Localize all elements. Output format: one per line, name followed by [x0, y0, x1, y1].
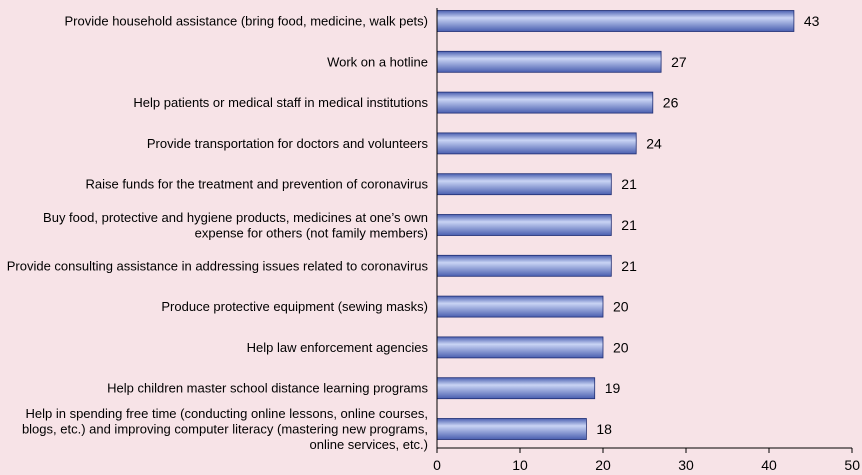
category-label-7: Provide consulting assistance in address… [7, 258, 429, 273]
category-labels: Provide household assistance (bring food… [7, 14, 429, 453]
bar-7 [436, 254, 612, 277]
bar-6 [436, 214, 612, 236]
bar-10 [436, 377, 596, 400]
category-label-4: Provide transportation for doctors and v… [147, 136, 429, 151]
x-tick-label-0: 0 [433, 457, 441, 473]
bar-2 [436, 50, 662, 73]
data-label-11: 18 [596, 421, 612, 437]
category-label-8: Produce protective equipment (sewing mas… [161, 299, 428, 314]
x-tick-label-40: 40 [761, 457, 777, 473]
data-label-4: 24 [646, 135, 662, 151]
data-label-2: 27 [671, 54, 687, 70]
category-label-1: Provide household assistance (bring food… [65, 14, 428, 29]
data-label-3: 26 [663, 95, 679, 111]
data-labels: 43 27 26 24 21 21 21 20 20 19 18 [596, 13, 819, 437]
bar-5 [436, 173, 612, 196]
bar-1 [436, 10, 795, 32]
category-label-11: Help in spending free time (conducting o… [22, 406, 428, 452]
bar-4 [436, 132, 637, 155]
category-label-6: Buy food, protective and hygiene product… [43, 210, 428, 241]
data-label-5: 21 [621, 176, 637, 192]
category-label-9: Help law enforcement agencies [247, 340, 429, 355]
data-label-1: 43 [804, 13, 820, 29]
category-label-5: Raise funds for the treatment and preven… [85, 177, 428, 192]
bar-8 [436, 295, 604, 318]
x-tick-label-20: 20 [595, 457, 611, 473]
bar-3 [436, 91, 654, 114]
data-label-6: 21 [621, 217, 637, 233]
x-tick-label-50: 50 [844, 457, 860, 473]
bar-9 [436, 336, 604, 359]
data-label-8: 20 [613, 299, 629, 315]
x-tick-label-10: 10 [512, 457, 528, 473]
bars [436, 10, 795, 440]
x-tick-label-30: 30 [678, 457, 694, 473]
category-label-2: Work on a hotline [327, 54, 428, 69]
category-label-3: Help patients or medical staff in medica… [133, 95, 428, 110]
data-label-7: 21 [621, 258, 637, 274]
bar-11 [436, 418, 587, 440]
category-label-10: Help children master school distance lea… [107, 381, 428, 396]
x-axis-ticks: 0 10 20 30 40 50 [433, 448, 860, 473]
data-label-9: 20 [613, 339, 629, 355]
data-label-10: 19 [605, 380, 621, 396]
